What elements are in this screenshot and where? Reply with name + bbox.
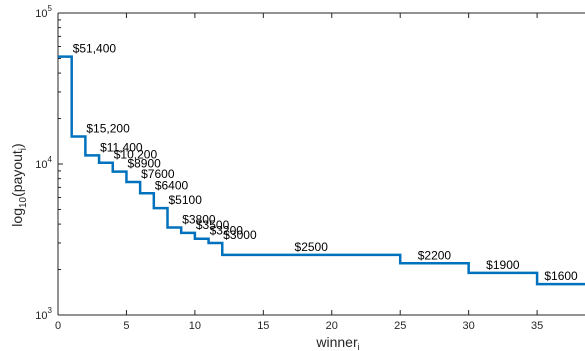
y-tick-label: 105 <box>35 4 52 20</box>
x-tick-label: 10 <box>189 320 201 332</box>
x-axis-label: winneri <box>315 334 359 351</box>
x-tick-label: 25 <box>394 320 406 332</box>
step-value-label: $1600 <box>544 269 578 283</box>
step-value-label: $11,400 <box>100 140 143 154</box>
y-tick-label: 104 <box>35 155 52 171</box>
step-value-label: $3500 <box>196 218 230 232</box>
series <box>58 55 585 286</box>
step-value-label: $3200 <box>210 224 244 238</box>
step-value-label: $10,200 <box>114 148 158 162</box>
axes: 0 5 10 15 20 25 30 35 103 104 105 <box>35 4 585 332</box>
payout-stair-line <box>58 55 585 286</box>
step-value-label: $6400 <box>155 178 189 192</box>
step-value-label: $15,200 <box>86 122 130 136</box>
step-value-label: $2200 <box>418 248 452 262</box>
y-axis-label: log10(payouti) <box>9 143 29 226</box>
step-value-label: $7600 <box>141 167 175 181</box>
step-value-label: $5100 <box>169 193 203 207</box>
x-tick-label: 35 <box>531 320 543 332</box>
step-value-label: $8900 <box>127 157 161 171</box>
step-value-label: $51,400 <box>73 42 117 56</box>
step-value-label: $1900 <box>486 258 520 272</box>
y-tick-label: 103 <box>35 306 52 322</box>
step-value-label: $3000 <box>223 228 257 242</box>
x-tick-label: 30 <box>463 320 475 332</box>
step-value-label: $3800 <box>182 212 216 226</box>
x-tick-label: 0 <box>55 320 61 332</box>
x-tick-label: 15 <box>257 320 269 332</box>
x-tick-label: 20 <box>326 320 338 332</box>
data-labels: $51,400 $15,200 $11,400$10,200$8900$7600$6… <box>73 42 578 284</box>
step-value-label: $2500 <box>295 240 329 254</box>
x-tick-label: 5 <box>123 320 129 332</box>
